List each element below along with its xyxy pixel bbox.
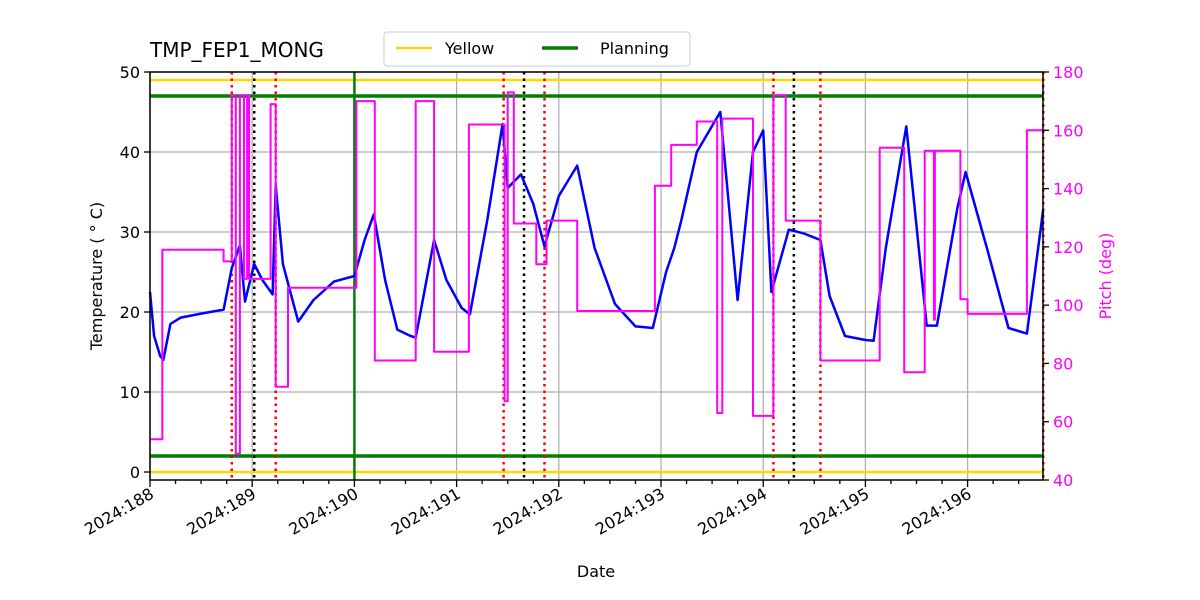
y2-tick-label: 160 bbox=[1053, 121, 1084, 140]
x-tick-label: 2024:191 bbox=[388, 484, 464, 539]
y2-tick-label: 180 bbox=[1053, 63, 1084, 82]
y-tick-label: 0 bbox=[130, 463, 140, 482]
x-tick-label: 2024:192 bbox=[490, 484, 566, 539]
y2-tick-label: 40 bbox=[1053, 471, 1073, 490]
pitch-series-line bbox=[150, 91, 1044, 455]
y-tick-label: 10 bbox=[120, 383, 140, 402]
x-axis-label: Date bbox=[577, 562, 615, 581]
y2-tick-label: 140 bbox=[1053, 180, 1084, 199]
y2-tick-label: 100 bbox=[1053, 296, 1084, 315]
legend-yellow-label: Yellow bbox=[444, 39, 494, 58]
plot-area-frame bbox=[149, 71, 1044, 481]
y-tick-label: 30 bbox=[120, 223, 140, 242]
y-tick-label: 20 bbox=[120, 303, 140, 322]
x-tick-label: 2024:194 bbox=[694, 484, 770, 539]
y-axis-label: Temperature ( ° C) bbox=[87, 202, 106, 351]
x-tick-label: 2024:190 bbox=[286, 484, 362, 539]
temperature-series-line bbox=[148, 110, 1045, 362]
limit-lines bbox=[150, 78, 1043, 474]
x-tick-label: 2024:188 bbox=[81, 484, 157, 539]
y2-axis-label: Pitch (deg) bbox=[1096, 233, 1115, 320]
x-tick-label: 2024:195 bbox=[797, 484, 873, 539]
y2-tick-label: 80 bbox=[1053, 354, 1073, 373]
x-tick-label: 2024:193 bbox=[592, 484, 668, 539]
legend-box bbox=[383, 31, 691, 67]
grid-lines bbox=[149, 71, 1043, 480]
legend: Yellow Planning bbox=[383, 31, 691, 67]
y2-tick-label: 60 bbox=[1053, 413, 1073, 432]
x-tick-label: 2024:189 bbox=[183, 484, 259, 539]
y2-tick-label: 120 bbox=[1053, 238, 1084, 257]
x-tick-label: 2024:196 bbox=[899, 484, 975, 539]
chart-title: TMP_FEP1_MONG bbox=[149, 38, 324, 62]
y-tick-label: 40 bbox=[120, 143, 140, 162]
y-tick-label: 50 bbox=[120, 63, 140, 82]
data-series bbox=[148, 91, 1045, 455]
legend-planning-label: Planning bbox=[600, 39, 669, 58]
